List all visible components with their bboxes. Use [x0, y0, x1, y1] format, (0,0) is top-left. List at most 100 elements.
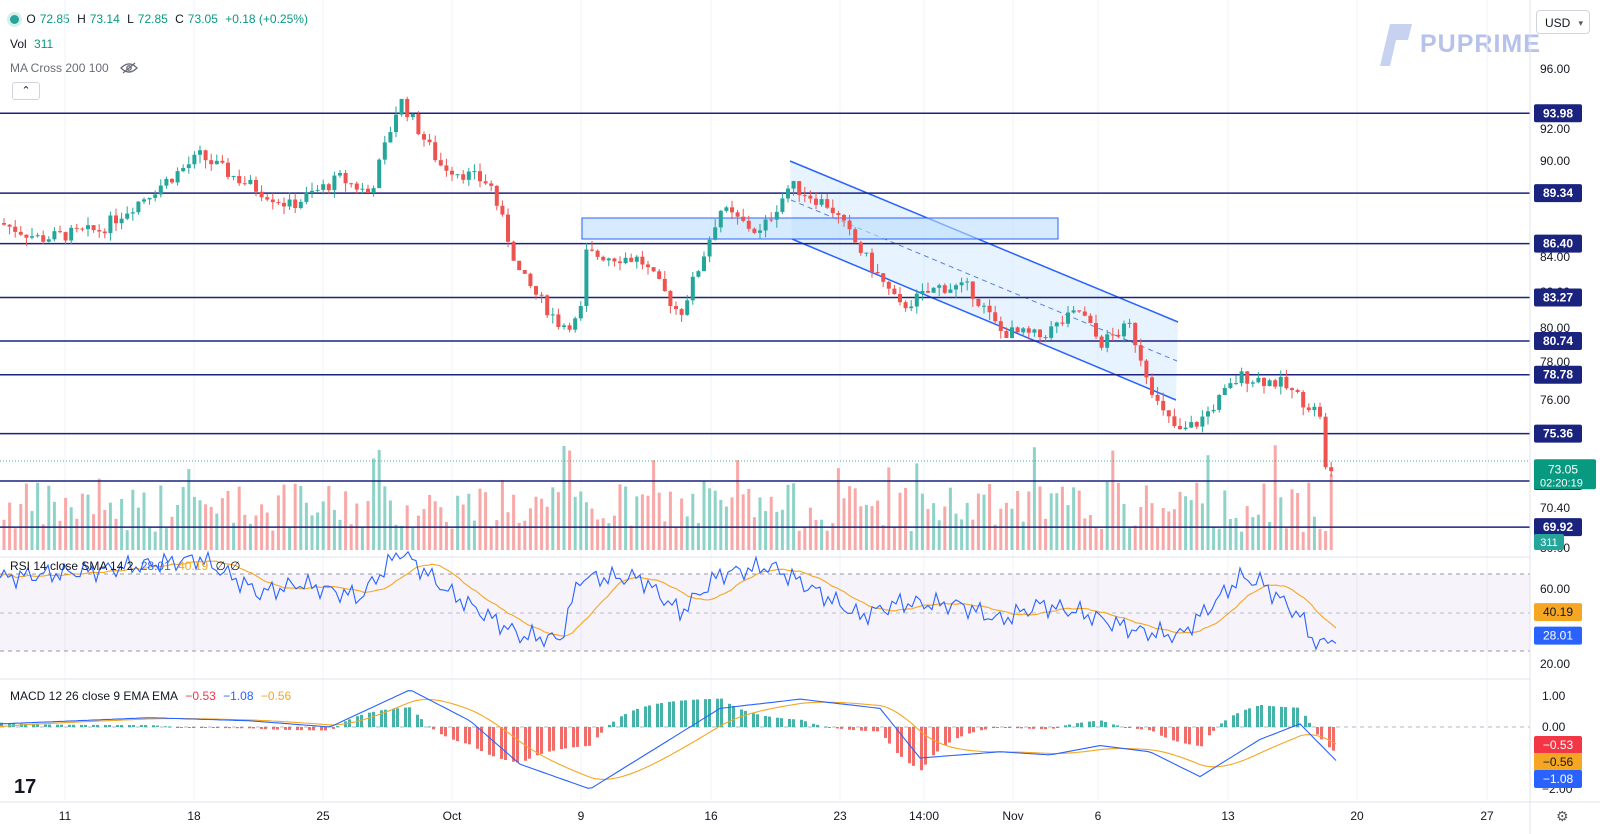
volume-bar	[758, 497, 762, 550]
volume-bar	[293, 483, 297, 550]
candle-body	[153, 194, 158, 198]
macd-hist-bar	[764, 715, 767, 727]
macd-hist-bar	[1032, 727, 1035, 729]
candle-body	[1077, 310, 1082, 312]
volume-bar	[1223, 490, 1227, 550]
candle-body	[786, 188, 790, 199]
candle-body	[746, 220, 751, 229]
volume-bar	[691, 493, 695, 550]
candle-body	[1161, 400, 1166, 411]
macd-hist-bar	[144, 725, 147, 727]
volume-bar	[159, 485, 163, 550]
macd-hist-bar	[668, 701, 671, 727]
currency-select[interactable]: USD ▾	[1536, 10, 1590, 34]
macd-hist-bar	[456, 727, 459, 742]
price-tick: 90.00	[1540, 154, 1570, 168]
candle-body	[450, 170, 454, 175]
collapse-legend-button[interactable]: ⌃	[12, 82, 40, 100]
macd-legend[interactable]: MACD 12 26 close 9 EMA EMA −0.53 −1.08 −…	[10, 689, 292, 703]
macd-hist-bar	[680, 700, 683, 727]
candle-body	[472, 171, 477, 173]
volume-bar	[1217, 528, 1221, 550]
macd-hist-bar	[84, 724, 87, 727]
ma-cross-legend[interactable]: MA Cross 200 100	[10, 61, 138, 75]
candle-body	[1127, 322, 1132, 324]
candle-body	[982, 305, 986, 307]
macd-hist-bar	[228, 727, 231, 729]
macd-hist-bar	[432, 727, 435, 730]
macd-hist-bar	[264, 727, 267, 730]
macd-hist-bar	[1160, 727, 1163, 736]
candle-body	[1021, 328, 1026, 333]
volume-bar	[786, 484, 790, 550]
volume-bar	[769, 496, 773, 550]
macd-hist-bar	[464, 727, 467, 744]
volume-bar	[506, 512, 510, 550]
candle-body	[343, 172, 348, 184]
candle-body	[808, 195, 813, 199]
level-badge	[1534, 518, 1582, 537]
candle-body	[248, 179, 253, 184]
volume-bar	[920, 493, 924, 550]
macd-hist-bar	[548, 727, 551, 752]
rsi-legend[interactable]: RSI 14 close SMA 14 2 28.01 40.19 ∅ ∅	[10, 559, 241, 573]
volume-bar	[13, 528, 17, 550]
volume-bar	[652, 460, 656, 550]
rsi-sma-line	[0, 560, 1337, 637]
candle-body	[24, 234, 29, 238]
time-tick: 6	[1095, 809, 1102, 823]
volume-bar	[92, 514, 96, 550]
candle-body	[679, 309, 684, 315]
macd-hist-bar	[996, 727, 999, 728]
macd-hist-bar	[8, 723, 11, 727]
volume-bar	[1256, 514, 1260, 550]
candle-body	[528, 273, 533, 287]
candle-body	[237, 175, 242, 184]
macd-hist-bar	[1020, 727, 1023, 729]
macd-hist-bar	[848, 727, 851, 730]
macd-hist-bar	[300, 727, 303, 731]
volume-bar	[1262, 483, 1266, 550]
candle-body	[1015, 327, 1020, 333]
macd-hist-bar	[1164, 727, 1167, 738]
candle-body	[175, 171, 180, 183]
macd-hist-bar	[924, 727, 927, 765]
candle-body	[388, 132, 393, 143]
level-badge-label: 89.34	[1543, 186, 1573, 200]
volume-bar	[125, 530, 129, 550]
volume-bar	[792, 483, 796, 550]
macd-hist-bar	[1100, 720, 1103, 727]
candle-body	[1110, 334, 1115, 336]
volume-bar	[1016, 490, 1020, 550]
macd-hist-bar	[252, 727, 255, 729]
candle-body	[976, 298, 981, 306]
macd-hist-bar	[788, 718, 791, 727]
gear-icon[interactable]: ⚙	[1556, 808, 1569, 824]
puprime-logo-icon	[1380, 24, 1412, 66]
candle-body	[718, 210, 723, 228]
macd-hist-bar	[884, 727, 887, 738]
volume-bar	[321, 501, 325, 550]
volume-bar	[780, 509, 784, 550]
volume-bar	[1296, 493, 1300, 550]
macd-hist-bar	[60, 724, 63, 727]
macd-hist-bar	[1040, 727, 1043, 730]
macd-hist-bar	[800, 719, 803, 727]
volume-bar	[1038, 486, 1042, 550]
volume-bar	[349, 524, 353, 550]
candle-body	[595, 250, 600, 257]
candle-body	[1194, 422, 1199, 427]
volume-bar	[467, 493, 471, 550]
level-badge	[1534, 234, 1582, 253]
macd-hist-bar	[644, 706, 647, 727]
volume-bar	[982, 494, 986, 550]
candle-body	[1295, 390, 1300, 393]
volume-legend[interactable]: Vol 311	[10, 37, 54, 51]
macd-hist-bar	[692, 699, 695, 727]
tradingview-logo[interactable]: 17	[14, 776, 37, 798]
volume-bar	[590, 508, 594, 550]
candle-body	[920, 290, 925, 294]
eye-hidden-icon[interactable]	[120, 62, 138, 74]
volume-bar	[853, 488, 857, 550]
